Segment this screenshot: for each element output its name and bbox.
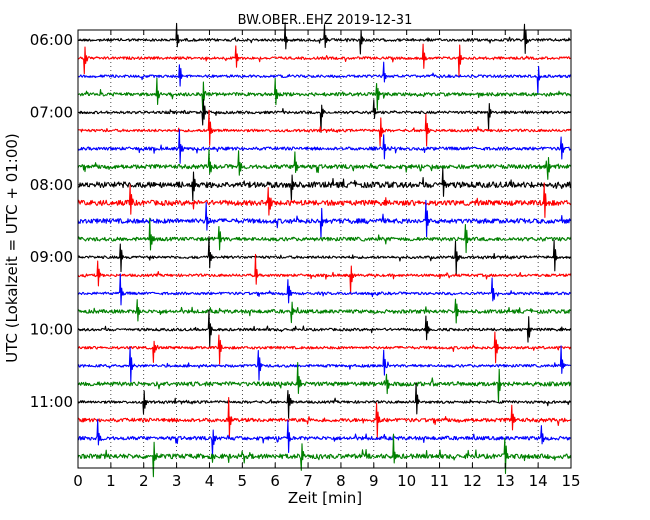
y-tick-label: 08:00: [30, 176, 73, 194]
x-tick-label: 2: [139, 472, 149, 490]
trace-0900: [77, 236, 572, 275]
x-tick-label: 9: [369, 472, 379, 490]
x-tick-label: 11: [430, 472, 449, 490]
y-tick-label: 07:00: [30, 103, 73, 121]
y-tick-label: 06:00: [30, 31, 73, 49]
x-tick-label: 1: [106, 472, 116, 490]
trace-1145: [77, 433, 572, 478]
trace-0945: [77, 298, 572, 324]
x-tick-label: 5: [238, 472, 248, 490]
y-axis: 06:00 07:00 08:00 09:00 10:00 11:00: [30, 31, 571, 411]
trace-0715: [77, 109, 572, 147]
trace-0700: [77, 98, 572, 133]
trace-0815: [77, 182, 572, 218]
trace-0830: [77, 199, 572, 239]
x-tick-label: 14: [529, 472, 548, 490]
x-axis: 0 1 2 3 4 5 6 7 8 9 10 11 12 13 14 15: [73, 30, 581, 490]
y-tick-label: 10:00: [30, 321, 73, 339]
trace-0630: [77, 61, 572, 95]
trace-1115: [77, 397, 572, 438]
trace-1045: [77, 362, 572, 404]
x-tick-label: 0: [73, 472, 83, 490]
x-tick-label: 12: [463, 472, 482, 490]
plot-frame: [77, 29, 572, 469]
x-tick-label: 3: [172, 472, 182, 490]
trace-0730: [77, 129, 572, 164]
trace-0745: [77, 148, 572, 180]
trace-0915: [77, 253, 572, 295]
y-tick-label: 09:00: [30, 248, 73, 266]
trace-0600: [77, 22, 572, 55]
trace-1015: [77, 331, 572, 365]
trace-0930: [77, 273, 572, 306]
y-axis-label: UTC (Lokalzeit = UTC + 01:00): [3, 133, 21, 363]
trace-0845: [77, 217, 572, 254]
x-tick-label: 8: [336, 472, 346, 490]
seismogram-traces: [77, 22, 572, 478]
trace-0645: [78, 77, 572, 111]
y-tick-label: 11:00: [30, 393, 73, 411]
trace-1100: [77, 382, 572, 419]
trace-0615: [77, 43, 572, 77]
chart-title: BW.OBER..EHZ 2019-12-31: [238, 13, 413, 28]
trace-1030: [77, 345, 572, 383]
x-tick-label: 6: [270, 472, 280, 490]
x-axis-label: Zeit [min]: [288, 489, 362, 507]
trace-0800: [77, 167, 572, 202]
x-tick-label: 4: [205, 472, 215, 490]
x-tick-label: 10: [397, 472, 416, 490]
trace-1130: [77, 418, 571, 457]
x-tick-label: 15: [561, 472, 580, 490]
x-tick-label: 13: [496, 472, 515, 490]
x-tick-label: 7: [303, 472, 313, 490]
trace-1000: [77, 309, 572, 347]
